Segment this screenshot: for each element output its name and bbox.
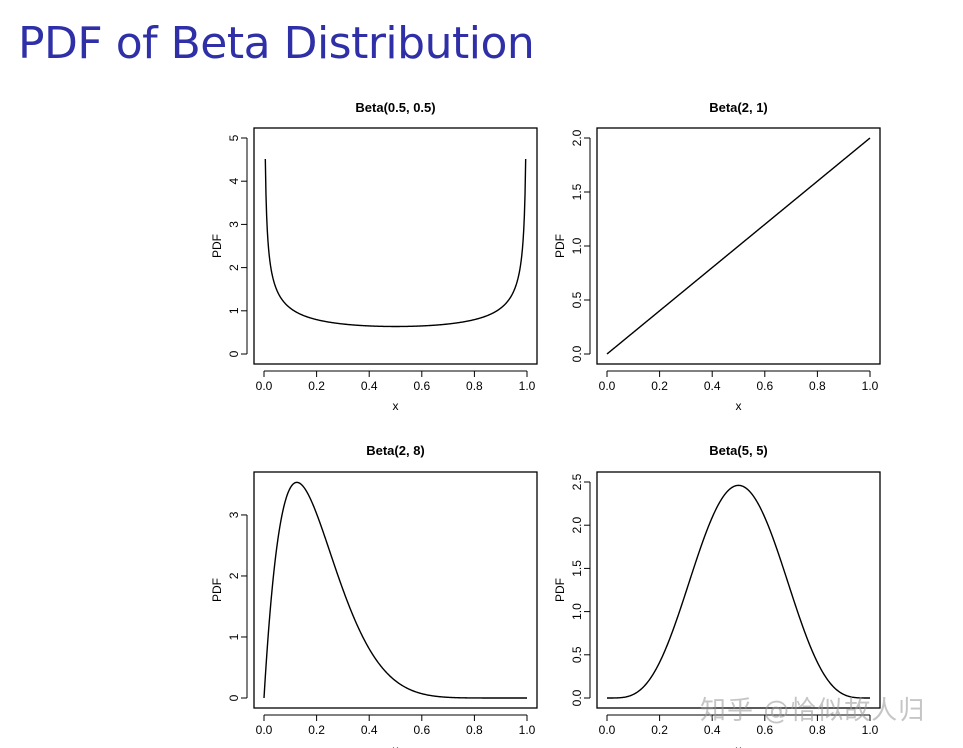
- y-tick-label: 2.0: [570, 517, 584, 534]
- y-tick-label: 5: [227, 134, 241, 141]
- y-tick-label: 0.5: [570, 646, 584, 663]
- y-tick-label: 3: [227, 221, 241, 228]
- y-axis-label: PDF: [210, 578, 224, 602]
- chart-panel-4: Beta(5, 5) 0.0 0.2 0.4 0.6 0.8 1.0 x 0.0 0.5 1.0 1.…: [553, 443, 881, 748]
- x-tick-label: 0.4: [704, 379, 721, 393]
- pdf-curve: [264, 159, 527, 328]
- y-axis-label: PDF: [553, 578, 567, 602]
- x-tick-label: 0.8: [809, 723, 826, 737]
- x-tick-label: 0.8: [466, 379, 483, 393]
- x-tick-label: 0.0: [599, 723, 616, 737]
- y-axis-label: PDF: [210, 234, 224, 258]
- x-axis-label: x: [736, 399, 742, 413]
- y-tick-label: 0.0: [570, 689, 584, 706]
- y-tick-label: 1.0: [570, 603, 584, 620]
- x-tick-label: 0.0: [599, 379, 616, 393]
- y-tick-label: 2: [227, 572, 241, 579]
- x-tick-label: 0.2: [308, 723, 325, 737]
- chart-panel-2: Beta(2, 1) 0.0 0.2 0.4 0.6 0.8 1.0 x 0.0 0.5 1.0 1.…: [553, 100, 881, 413]
- x-tick-label: 0.2: [308, 379, 325, 393]
- y-tick-label: 1.0: [570, 237, 584, 254]
- x-tick-label: 0.4: [361, 723, 378, 737]
- x-tick-label: 0.0: [256, 723, 273, 737]
- y-tick-label: 1: [227, 633, 241, 640]
- pdf-curve: [263, 481, 527, 699]
- y-tick-label: 4: [227, 178, 241, 185]
- x-tick-label: 1.0: [519, 379, 536, 393]
- chart-panel-1: Beta(0.5, 0.5) 0.0 0.2 0.4 0.6 0.8 1.0 x 0 1 2 3 4 5 P…: [210, 100, 538, 413]
- plot-frame: [596, 471, 881, 709]
- x-tick-label: 0.8: [466, 723, 483, 737]
- y-tick-label: 0: [227, 350, 241, 357]
- y-tick-label: 1: [227, 307, 241, 314]
- y-axis-label: PDF: [553, 234, 567, 258]
- x-axis-label: x: [393, 399, 399, 413]
- slide-title: PDF of Beta Distribution: [18, 18, 535, 69]
- y-tick-label: 2.5: [570, 473, 584, 490]
- x-tick-label: 0.6: [413, 723, 430, 737]
- x-tick-label: 0.0: [256, 379, 273, 393]
- x-tick-label: 1.0: [519, 723, 536, 737]
- x-tick-label: 0.4: [704, 723, 721, 737]
- plot-frame: [596, 127, 881, 365]
- y-tick-label: 0.0: [570, 345, 584, 362]
- x-tick-label: 0.4: [361, 379, 378, 393]
- chart-panel-3: Beta(2, 8) 0.0 0.2 0.4 0.6 0.8 1.0 x 0 1 2 3 PDF: [210, 443, 538, 748]
- y-tick-label: 2: [227, 264, 241, 271]
- x-tick-label: 1.0: [862, 723, 879, 737]
- y-tick-label: 0.5: [570, 291, 584, 308]
- chart-title: Beta(2, 1): [709, 100, 768, 115]
- x-tick-label: 0.2: [651, 379, 668, 393]
- y-tick-label: 2.0: [570, 129, 584, 146]
- y-tick-label: 3: [227, 511, 241, 518]
- chart-title: Beta(5, 5): [709, 443, 768, 458]
- chart-title: Beta(0.5, 0.5): [355, 100, 435, 115]
- x-tick-label: 0.6: [756, 379, 773, 393]
- plot-frame: [253, 471, 538, 709]
- x-tick-label: 0.6: [413, 379, 430, 393]
- y-tick-label: 1.5: [570, 560, 584, 577]
- watermark: 知乎 @恰似故人归: [700, 696, 926, 726]
- x-tick-label: 1.0: [862, 379, 879, 393]
- y-tick-label: 1.5: [570, 183, 584, 200]
- x-tick-label: 0.2: [651, 723, 668, 737]
- x-axis-label: x: [393, 743, 399, 748]
- x-tick-label: 0.8: [809, 379, 826, 393]
- x-axis-label: x: [736, 743, 742, 748]
- y-tick-label: 0: [227, 694, 241, 701]
- pdf-curve: [607, 484, 870, 699]
- plot-frame: [253, 127, 538, 365]
- chart-title: Beta(2, 8): [366, 443, 425, 458]
- pdf-curve: [606, 137, 871, 355]
- x-tick-label: 0.6: [756, 723, 773, 737]
